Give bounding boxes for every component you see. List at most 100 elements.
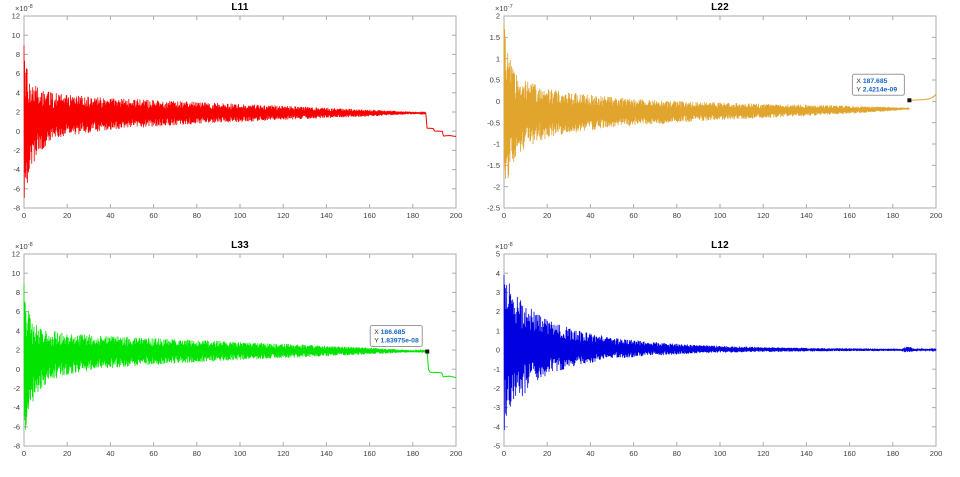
x-tick-label: 100 [714,449,727,458]
y-tick-label: 0 [496,97,500,106]
x-tick-label: 0 [502,211,506,220]
x-tick-label: 160 [843,449,856,458]
x-tick-label: 180 [887,211,900,220]
x-tick-label: 200 [450,211,463,220]
signal-tail-l11[interactable] [425,112,457,137]
y-tick-label: 2 [16,108,20,117]
plot-title-l33: L33 [231,240,249,251]
datatip-marker[interactable] [425,349,430,354]
x-tick-label: 60 [149,211,157,220]
x-tick-label: 160 [363,211,376,220]
datatip-row: X 187.685 [856,78,887,85]
x-tick-label: 40 [586,211,594,220]
y-tick-label: -2 [493,182,500,191]
y-tick-label: -1.5 [487,161,500,170]
x-tick-label: 200 [930,211,943,220]
subplot-l11: L11 0 20 40 60 80 100 120 140 160 180 200 -8 -6 -4 -2 0… [0,0,480,238]
y-tick-label: -0.5 [487,118,500,127]
y-tick-label: 12 [12,12,20,21]
y-tick-label: 4 [16,88,20,97]
datatip-row: Y 2.4214e-09 [856,86,897,93]
signal-line-l22[interactable] [503,23,910,179]
y-tick-label: 6 [16,69,20,78]
x-tick-label: 80 [193,449,201,458]
x-tick-label: 180 [887,449,900,458]
x-tick-label: 60 [149,449,157,458]
x-tick-label: 180 [407,449,420,458]
plot-title-l12: L12 [711,240,729,251]
y-tick-label: -6 [13,422,20,431]
plot-canvas-l22[interactable]: 0 20 40 60 80 100 120 140 160 180 200-2.5-2-1.5-1-… [480,0,960,238]
x-tick-label: 20 [543,211,551,220]
x-tick-label: 120 [277,211,290,220]
y-tick-label: -5 [493,442,500,451]
signal-line-l33[interactable] [23,283,428,430]
y-tick-label: 0.5 [490,76,500,85]
x-tick-label: 120 [757,449,770,458]
y-tick-label: -2 [493,384,500,393]
y-tick-label: 3 [496,288,500,297]
x-tick-label: 160 [363,449,376,458]
signal-line-l12[interactable] [503,274,937,431]
y-tick-label: 1.5 [490,33,500,42]
x-tick-label: 140 [800,211,813,220]
x-tick-label: 0 [22,211,26,220]
y-tick-label: 8 [16,50,20,59]
y-tick-label: -3 [493,403,500,412]
datatip-row: Y 1.83975e-08 [374,338,419,345]
y-tick-label: 4 [16,326,20,335]
signal-tail-l33[interactable] [426,351,457,379]
x-tick-label: 140 [320,211,333,220]
x-tick-label: 40 [106,449,114,458]
x-tick-label: 20 [63,211,71,220]
x-tick-label: 200 [450,449,463,458]
y-tick-label: 10 [12,269,20,278]
x-tick-label: 80 [673,211,681,220]
plot-canvas-l11[interactable]: 0 20 40 60 80 100 120 140 160 180 200 -8 -6 -4 -2 0 2 4 6 8… [0,0,480,238]
x-tick-label: 120 [757,211,770,220]
y-tick-label: -8 [13,204,20,213]
x-tick-label: 180 [407,211,420,220]
y-tick-label: 0 [16,127,20,136]
y-tick-label: 6 [16,307,20,316]
signal-tail-l22[interactable] [909,93,937,101]
y-tick-label: 0 [16,365,20,374]
signal-line-l11[interactable] [23,45,427,198]
x-tick-label: 120 [277,449,290,458]
datatip-box[interactable] [369,325,423,348]
y-tick-label: 8 [16,288,20,297]
subplot-l22: L22 0 20 40 60 80 100 120 140 160 180 200 -2.5 -2 -1.… [480,0,960,238]
y-tick-label: -8 [13,442,20,451]
y-tick-label: -2.5 [487,204,500,213]
x-tick-label: 40 [106,211,114,220]
y-tick-label: 2 [496,307,500,316]
x-tick-label: 100 [234,211,247,220]
x-tick-label: 0 [502,449,506,458]
y-exponent-label: ×10-8 [495,242,513,251]
plot-canvas-l12[interactable]: 0 20 40 60 80 100 120 140 160 180 200 -5 -4 -3 -2 -1 0 1 2… [480,238,960,477]
y-tick-label: -1 [493,140,500,149]
plot-title-l22: L22 [711,2,729,13]
datatip-marker[interactable] [907,98,912,103]
datatip-box[interactable] [851,73,905,96]
y-tick-label: 2 [16,346,20,355]
x-tick-label: 40 [586,449,594,458]
x-tick-label: 160 [843,211,856,220]
y-tick-label: 5 [496,250,500,259]
x-tick-label: 80 [193,211,201,220]
y-tick-label: 0 [496,346,500,355]
y-exponent-label: ×10-8 [15,4,33,13]
y-tick-label: -4 [13,403,20,412]
y-tick-label: 10 [12,31,20,40]
x-tick-label: 100 [714,211,727,220]
y-tick-label: -4 [493,422,500,431]
subplot-l33: L33 0 20 40 60 80 100 120 140 160 180 200 -8 -6 -4 -2 0… [0,238,480,477]
y-tick-label: -2 [13,384,20,393]
datatip-row: X 186.685 [374,329,405,336]
x-tick-label: 80 [673,449,681,458]
x-tick-label: 200 [930,449,943,458]
plot-canvas-l33[interactable]: 0 20 40 60 80 100 120 140 160 180 200 -8 -6 -4 -2 0 2 4 6 8… [0,238,480,477]
y-tick-label: -2 [13,146,20,155]
x-tick-label: 100 [234,449,247,458]
